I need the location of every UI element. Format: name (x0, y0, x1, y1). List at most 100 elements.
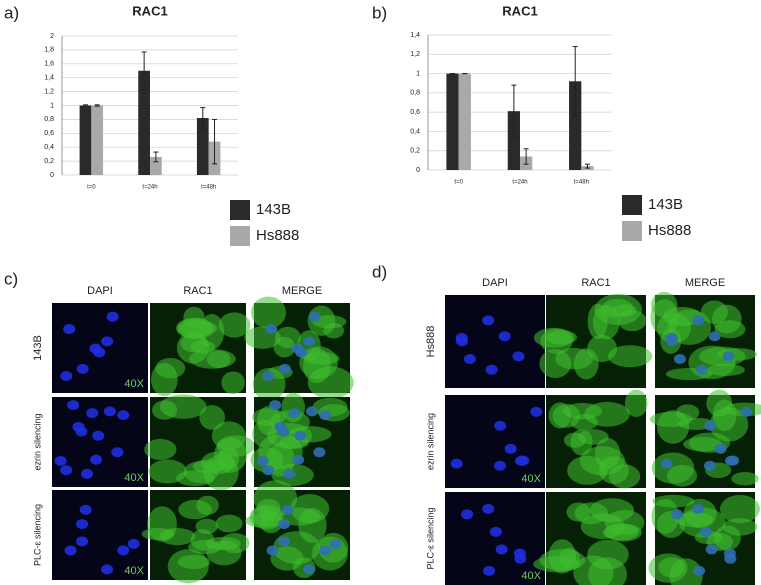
panel-label: a) (4, 3, 19, 22)
nucleus (517, 455, 530, 466)
magnification: 40X (124, 472, 144, 484)
error-bar (584, 163, 590, 169)
nucleus (722, 351, 735, 362)
bar (91, 105, 104, 175)
error-bar (141, 51, 147, 91)
x-tick-label: t=24h (142, 185, 157, 191)
nucleus (498, 331, 511, 342)
nucleus (727, 455, 740, 466)
nucleus (695, 364, 708, 375)
nucleus (76, 536, 89, 547)
nucleus (665, 332, 678, 343)
nucleus (512, 351, 525, 362)
cell-stain (555, 347, 594, 370)
y-tick-label: 2 (50, 33, 54, 40)
nucleus (723, 548, 736, 559)
column-header: DAPI (87, 285, 113, 297)
cell-stain (251, 296, 287, 329)
cell-stain (607, 345, 653, 368)
cell-stain (651, 498, 680, 534)
nucleus (262, 465, 275, 476)
nucleus (262, 371, 275, 382)
legend-label: Hs888 (256, 227, 299, 244)
nucleus (692, 315, 705, 326)
nucleus (455, 332, 468, 343)
nucleus (692, 503, 705, 514)
cell-stain (159, 394, 207, 419)
nucleus (489, 526, 502, 537)
nucleus (86, 408, 99, 419)
cell-stain (299, 346, 338, 380)
y-tick-label: 1,6 (44, 61, 54, 68)
nucleus (671, 509, 684, 520)
nucleus (76, 363, 89, 374)
nucleus (75, 426, 88, 437)
cell-stain (180, 334, 208, 353)
nucleus (693, 565, 706, 576)
bar (507, 111, 520, 170)
chart-title: RAC1 (132, 3, 167, 18)
nucleus (79, 504, 92, 515)
y-tick-label: 0,8 (44, 116, 54, 123)
cell-stain (667, 464, 698, 487)
column-header: RAC1 (183, 285, 212, 297)
nucleus (714, 443, 727, 454)
cell-stain (719, 494, 760, 524)
nucleus (461, 509, 474, 520)
y-tick-label: 0,8 (410, 90, 420, 97)
nucleus (81, 468, 94, 479)
legend-swatch (622, 221, 642, 241)
cell-stain (196, 495, 219, 516)
row-label: PLC-ε silencing (32, 504, 42, 566)
nucleus (704, 420, 717, 431)
nucleus (63, 324, 76, 335)
micrograph (52, 490, 148, 580)
y-tick-label: 0,6 (44, 130, 54, 137)
cell-stain (592, 304, 620, 340)
cell-stain (215, 514, 243, 533)
nucleus (291, 343, 304, 354)
nucleus (117, 410, 130, 421)
nucleus (60, 371, 73, 382)
nucleus (278, 519, 291, 530)
y-tick-label: 0 (50, 172, 54, 179)
bar (79, 105, 92, 175)
nucleus (67, 400, 80, 411)
error-bar (200, 107, 206, 129)
nucleus (278, 536, 291, 547)
cell-stain (546, 330, 578, 345)
y-tick-label: 1,4 (44, 75, 54, 82)
cell-stain (574, 502, 609, 525)
cell-stain (712, 304, 742, 334)
nucleus (485, 364, 498, 375)
legend-swatch (230, 226, 250, 246)
column-header: DAPI (482, 277, 508, 289)
cell-stain (270, 546, 304, 571)
nucleus (277, 426, 290, 437)
nucleus (708, 331, 721, 342)
x-tick-label: t=0 (87, 185, 96, 191)
nucleus (89, 343, 102, 354)
magnification: 40X (124, 565, 144, 577)
nucleus (513, 548, 526, 559)
cell-stain (218, 312, 251, 338)
nucleus (673, 354, 686, 365)
nucleus (482, 503, 495, 514)
y-tick-label: 1 (416, 70, 420, 77)
nucleus (292, 454, 305, 465)
nucleus (313, 447, 326, 458)
nucleus (127, 538, 140, 549)
row-label: ezrin silencing (425, 413, 435, 470)
panel-label: d) (372, 262, 387, 281)
y-tick-label: 1,2 (44, 88, 54, 95)
nucleus (493, 460, 506, 471)
column-header: MERGE (685, 277, 725, 289)
nucleus (117, 545, 130, 556)
cell-stain (141, 528, 175, 541)
cell-stain (587, 334, 617, 363)
cell-stain (273, 336, 296, 358)
cell-stain (573, 555, 614, 585)
row-label: PLC-ε silencing (425, 507, 435, 569)
bar (458, 73, 471, 170)
nucleus (265, 324, 278, 335)
